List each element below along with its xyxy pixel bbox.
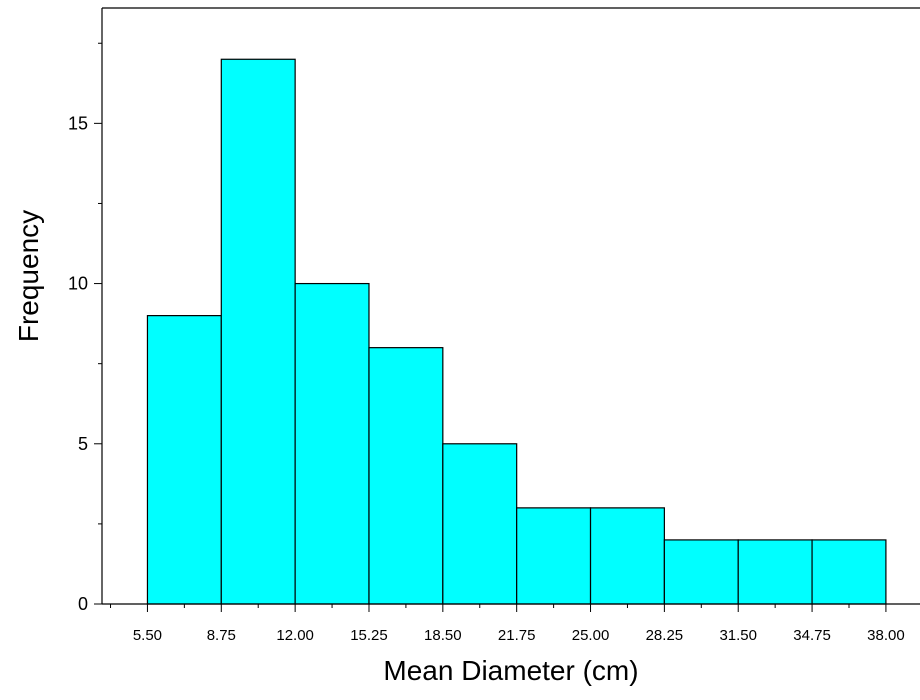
y-tick-label: 15 <box>68 113 88 133</box>
x-tick-label: 38.00 <box>867 627 905 644</box>
x-tick-label: 21.75 <box>498 627 536 644</box>
x-tick-label: 28.25 <box>646 627 684 644</box>
histogram-bar-3 <box>294 282 370 605</box>
x-tick-label: 18.50 <box>424 627 462 644</box>
histogram-bar-1 <box>146 315 222 605</box>
x-tick-label: 15.25 <box>350 627 388 644</box>
x-tick-label: 12.00 <box>276 627 314 644</box>
x-tick-label: 25.00 <box>572 627 610 644</box>
x-tick-label: 5.50 <box>133 627 162 644</box>
x-axis-title: Mean Diameter (cm) <box>383 655 638 686</box>
y-tick-label: 10 <box>68 274 88 294</box>
y-axis-title: Frequency <box>13 210 44 342</box>
bars-layer <box>146 58 887 605</box>
histogram-bar-8 <box>663 539 739 605</box>
histogram-bar-7 <box>589 507 665 605</box>
x-tick-label: 34.75 <box>793 627 831 644</box>
y-tick-label: 0 <box>78 594 88 614</box>
histogram-bar-4 <box>368 347 444 605</box>
histogram-bar-5 <box>442 443 518 605</box>
histogram-bar-10 <box>811 539 887 605</box>
y-tick-label: 5 <box>78 434 88 454</box>
histogram-bar-6 <box>516 507 592 605</box>
x-tick-label: 31.50 <box>719 627 757 644</box>
axes-layer <box>101 7 920 605</box>
histogram-bar-2 <box>220 58 296 605</box>
x-tick-label: 8.75 <box>207 627 236 644</box>
histogram-bar-9 <box>737 539 813 605</box>
ticks-layer: 0 5 10 15 5.50 8.75 12.00 15.25 18.50 21.75 25.00 2… <box>68 42 905 644</box>
